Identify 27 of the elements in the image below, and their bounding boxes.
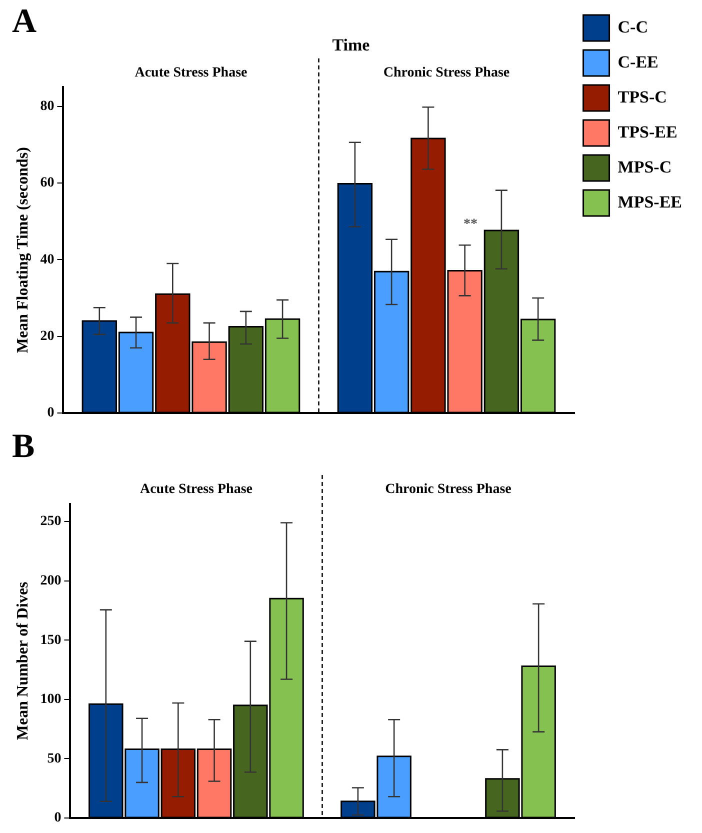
- annotation: **: [464, 216, 478, 232]
- x-tick-label: Acute Stress Phase: [140, 482, 252, 498]
- y-tick-label: 80: [40, 98, 54, 114]
- y-tick-label: 0: [47, 406, 54, 421]
- y-tick-label: 250: [40, 514, 62, 530]
- y-tick-label: 40: [40, 252, 54, 268]
- y-tick-label: 100: [40, 692, 62, 708]
- y-tick-label: 20: [40, 328, 54, 344]
- text: B: [12, 428, 35, 465]
- text: A: [12, 2, 37, 40]
- y-tick-label: 60: [40, 176, 54, 191]
- y-tick-label: 150: [40, 632, 62, 648]
- y-axis-title: Mean Number of Dives: [14, 582, 32, 740]
- x-tick-label: Acute Stress Phase: [134, 65, 248, 80]
- y-tick-label: 0: [54, 810, 62, 826]
- chart-title: Time: [332, 36, 370, 55]
- legend-label: C-EE: [618, 52, 658, 72]
- legend-label: TPS-C: [618, 87, 667, 106]
- y-tick-label: 50: [47, 751, 62, 766]
- y-tick-label: 200: [40, 573, 62, 588]
- x-tick-label: Chronic Stress Phase: [385, 482, 512, 498]
- y-axis-title: Mean Floating Time (seconds): [14, 147, 32, 354]
- legend-label: TPS-EE: [618, 122, 678, 142]
- legend-label: MPS-C: [618, 157, 672, 176]
- x-tick-label: Chronic Stress Phase: [383, 65, 510, 80]
- legend-label: MPS-EE: [618, 192, 682, 212]
- legend-label: C-C: [618, 17, 648, 36]
